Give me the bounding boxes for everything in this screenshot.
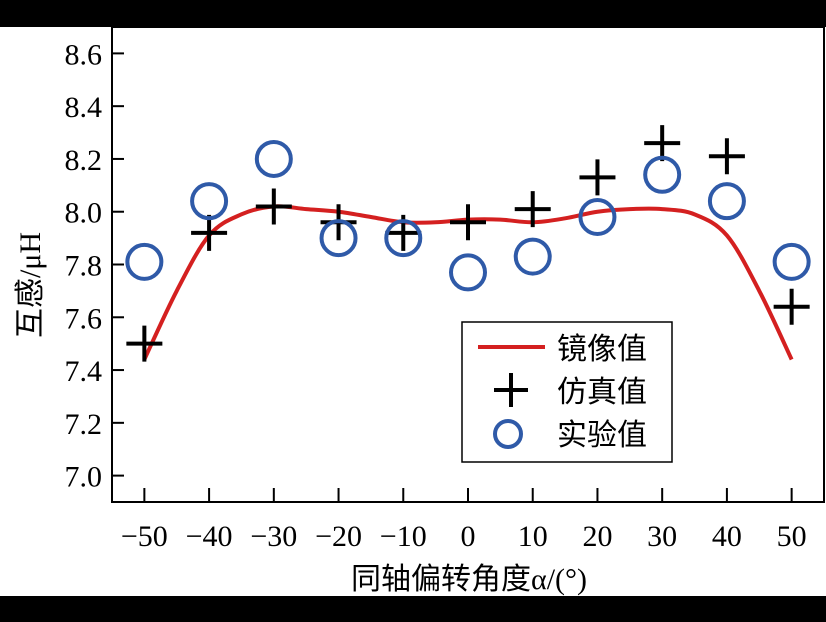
y-tick-label: 8.2: [65, 144, 103, 177]
x-tick-label: 30: [647, 520, 677, 553]
y-tick-label: 7.0: [65, 461, 103, 494]
experiment-point: [643, 155, 682, 194]
experiment-point: [772, 242, 811, 281]
experiment-point: [513, 237, 552, 276]
simulation-point: [255, 188, 292, 225]
x-axis-label: 同轴偏转角度α/(°): [351, 563, 587, 596]
x-tick-label: 0: [461, 520, 476, 553]
y-tick-label: 7.8: [65, 250, 103, 283]
x-tick-label: −10: [380, 520, 427, 553]
chart-area: −50 −40 −30 −20 −10 0 10 20 30 40 50 7.0 7.2 7.4 7.6 7.…: [0, 27, 826, 596]
simulation-point: [644, 125, 681, 162]
ticks: −50 −40 −30 −20 −10 0 10 20 30 40 50 7.0 7.2 7.4 7.6 7.…: [65, 38, 807, 553]
y-axis-label: 互感/μH: [14, 232, 47, 338]
simulation-point: [579, 159, 616, 196]
legend-label-simulation: 仿真值: [557, 376, 647, 409]
legend-circle-swatch: [493, 419, 523, 449]
y-tick-label: 7.4: [65, 355, 103, 388]
x-tick-label: −20: [315, 520, 362, 553]
experiment-point: [707, 182, 746, 221]
x-tick-label: −30: [250, 520, 297, 553]
y-tick-label: 8.4: [65, 91, 103, 124]
experiment-point: [449, 253, 487, 292]
x-tick-label: 20: [582, 520, 612, 553]
y-tick-label: 8.6: [65, 38, 103, 71]
y-tick-label: 8.0: [65, 197, 103, 230]
legend-plus-swatch: [494, 373, 528, 407]
simulation-point: [450, 204, 486, 241]
legend: 镜像值 仿真值 实验值: [461, 321, 673, 463]
x-tick-label: 40: [712, 520, 742, 553]
simulation-point: [514, 191, 551, 228]
experiment-point: [254, 139, 293, 178]
experiment-point: [384, 219, 423, 258]
simulation-point: [191, 214, 228, 251]
y-tick-label: 7.2: [65, 408, 103, 441]
simulation-point: [126, 325, 163, 362]
x-tick-label: −50: [121, 520, 168, 553]
simulation-point: [708, 138, 745, 175]
x-tick-label: −40: [186, 520, 233, 553]
experiment-point: [125, 242, 164, 281]
experiment-point: [190, 182, 229, 221]
simulation-point: [773, 288, 810, 325]
experiment-point: [319, 219, 358, 258]
marks: [125, 125, 811, 362]
legend-label-mirror: 镜像值: [557, 333, 647, 366]
legend-label-experiment: 实验值: [557, 419, 647, 452]
experiment-point: [578, 198, 617, 236]
y-tick-label: 7.6: [65, 302, 103, 335]
x-tick-label: 50: [777, 520, 807, 553]
x-tick-label: 10: [518, 520, 548, 553]
chart-svg: −50 −40 −30 −20 −10 0 10 20 30 40 50 7.0 7.2 7.4 7.6 7.…: [14, 27, 825, 596]
